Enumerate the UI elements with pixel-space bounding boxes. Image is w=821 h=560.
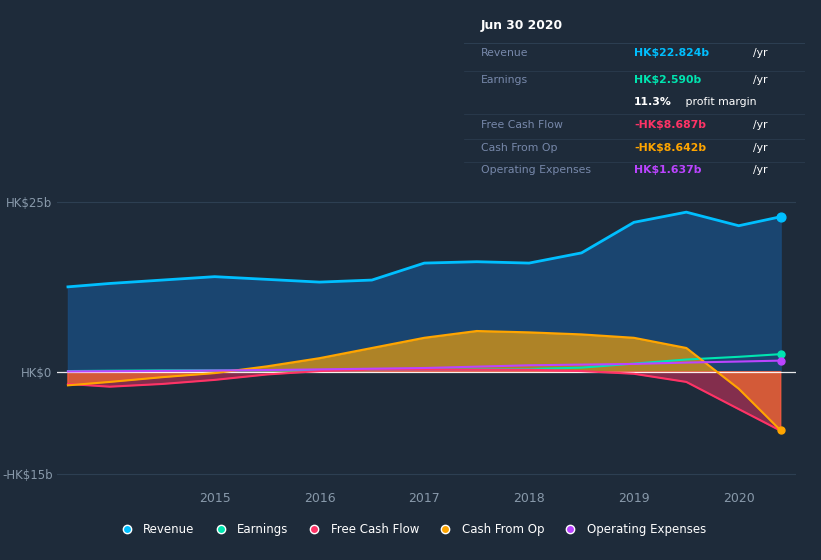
Text: -HK$8.687b: -HK$8.687b: [635, 120, 706, 130]
Text: Operating Expenses: Operating Expenses: [481, 165, 591, 175]
Text: Earnings: Earnings: [481, 75, 528, 85]
Text: Revenue: Revenue: [481, 48, 529, 58]
Point: [774, 349, 787, 358]
Text: HK$2.590b: HK$2.590b: [635, 75, 701, 85]
Text: /yr: /yr: [754, 120, 768, 130]
Text: -HK$8.642b: -HK$8.642b: [635, 143, 706, 153]
Point: [774, 356, 787, 365]
Text: /yr: /yr: [754, 75, 768, 85]
Text: /yr: /yr: [754, 48, 768, 58]
Text: HK$1.637b: HK$1.637b: [635, 165, 702, 175]
Text: /yr: /yr: [754, 165, 768, 175]
Text: Free Cash Flow: Free Cash Flow: [481, 120, 562, 130]
Text: 11.3%: 11.3%: [635, 97, 672, 108]
Point: [774, 212, 787, 221]
Text: HK$22.824b: HK$22.824b: [635, 48, 709, 58]
Text: Cash From Op: Cash From Op: [481, 143, 557, 153]
Text: profit margin: profit margin: [682, 97, 756, 108]
Point: [774, 426, 787, 435]
Legend: Revenue, Earnings, Free Cash Flow, Cash From Op, Operating Expenses: Revenue, Earnings, Free Cash Flow, Cash …: [110, 518, 711, 540]
Text: Jun 30 2020: Jun 30 2020: [481, 19, 563, 32]
Text: /yr: /yr: [754, 143, 768, 153]
